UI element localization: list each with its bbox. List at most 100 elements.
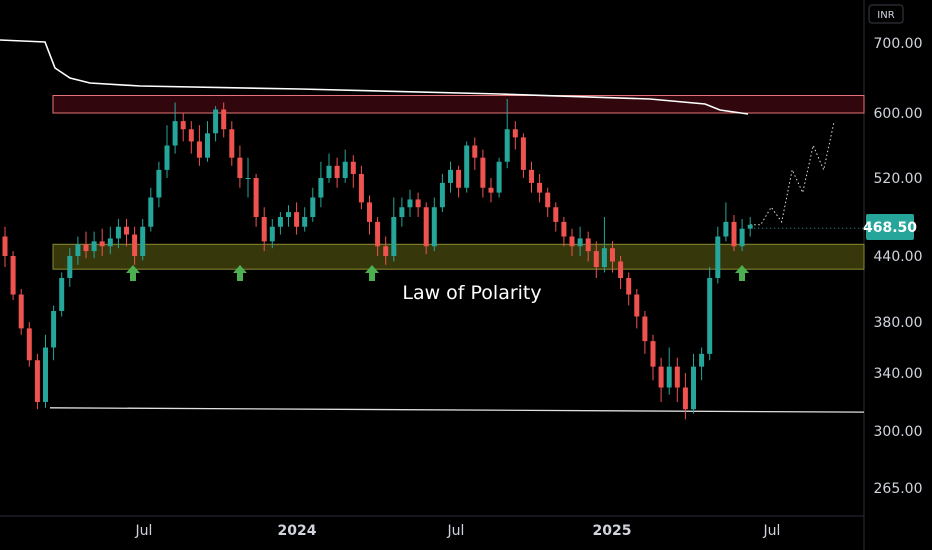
candle [375,217,381,256]
candle [148,187,154,232]
candle-body [318,178,324,198]
candle-body [593,251,599,267]
candle-body [553,207,559,222]
candle [140,218,146,261]
y-tick-label: 340.00 [874,366,923,382]
candle [318,161,324,208]
y-tick-label: 300.00 [874,424,923,440]
currency-badge[interactable] [868,4,904,24]
candle [739,218,745,252]
candle [747,217,753,237]
candle-body [367,202,372,222]
candle [205,121,210,162]
candle-body [383,246,389,256]
candle-body [156,169,162,198]
x-tick-label: 2024 [278,523,317,539]
candle-body [172,121,178,146]
candle [512,121,518,150]
candle [537,173,543,203]
up-arrow-icon [233,265,247,281]
candle-body [618,261,624,278]
candle-body [439,182,445,208]
candle-body [107,238,113,247]
candle-body [350,161,356,174]
candle-body [91,241,97,252]
y-tick-label: 265.00 [874,481,923,497]
y-tick-label: 440.00 [874,249,923,265]
candle [577,226,583,256]
candle-body [213,109,219,134]
candle [601,217,607,273]
arrows-layer [126,265,749,281]
candle-body [391,217,397,256]
candle [18,289,24,335]
candle [277,212,283,235]
candle-body [83,244,89,252]
candle [229,121,235,166]
candle [221,102,227,138]
candle-body [99,241,105,247]
candle [367,195,372,235]
candle [520,133,526,178]
candle-body [18,294,24,329]
candle-body [601,248,607,267]
candle [261,207,267,252]
candle [715,226,721,284]
candle [67,248,73,287]
zones-layer [52,95,865,270]
candle [172,102,178,154]
candle-body [707,278,713,354]
candle-body [747,224,753,229]
candle-body [642,316,648,342]
support-zone [52,243,865,270]
candle [731,215,737,252]
candle-body [537,182,543,193]
candle-body [561,221,567,237]
candle-body [480,157,486,188]
candle [180,113,186,142]
y-tick-label: 520.00 [874,171,923,187]
candle [423,202,429,255]
candle-body [731,221,737,247]
candle [650,334,656,381]
candle [342,149,348,183]
candle [10,251,16,300]
candle [569,228,575,256]
candle-body [302,217,308,227]
candle-body [634,294,640,317]
candle-body [520,137,526,170]
candle-body [399,207,405,217]
candle-body [415,199,421,208]
candle [634,289,640,329]
candle [43,334,48,408]
up-arrow-icon [365,265,379,281]
candle [326,153,332,183]
candle-body [2,236,8,256]
candle-body [715,236,721,278]
candle [707,267,713,361]
candle [666,347,672,395]
candle [723,202,729,242]
candle [561,217,567,247]
y-tick-label: 600.00 [874,106,923,122]
candle-body [577,238,583,247]
candle-body [237,157,243,178]
candle-body [431,207,437,247]
candle [75,236,81,265]
candle [691,353,696,414]
candle [391,197,397,262]
candle [456,165,462,198]
candle-body [221,109,227,130]
candle [529,161,534,193]
candle [253,173,259,227]
candle [59,272,65,317]
candle [415,192,421,217]
last-price-badge[interactable] [866,214,914,240]
candle-body [180,121,186,130]
candle [504,99,510,169]
candle [553,202,559,232]
candle-body [334,165,340,178]
candle [164,125,170,178]
